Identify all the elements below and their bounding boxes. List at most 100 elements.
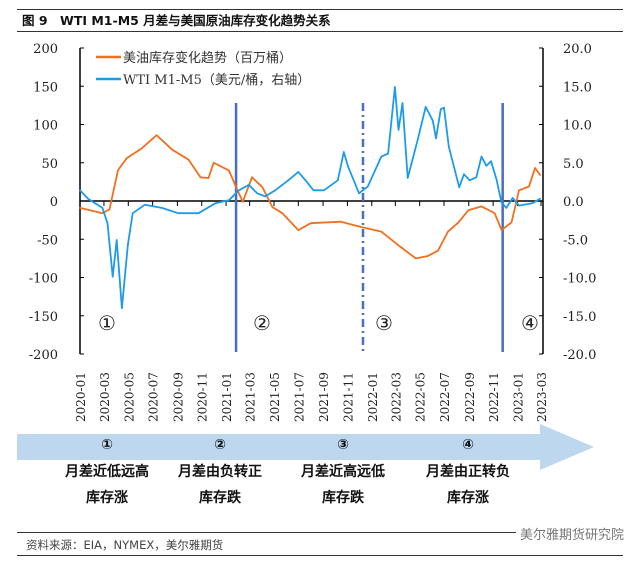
- legend-label: 美油库存变化趋势（百万桶）: [123, 50, 292, 66]
- spread-point: [131, 212, 134, 215]
- inventory-point: [281, 212, 284, 215]
- inventory-point: [212, 161, 215, 164]
- spread-point: [435, 137, 437, 140]
- inventory-point: [457, 221, 460, 224]
- spread-point: [256, 192, 259, 195]
- spread-point: [197, 212, 200, 215]
- bottom-rule: [17, 555, 623, 556]
- spread-point: [463, 173, 465, 176]
- spread-point: [323, 189, 325, 192]
- x-axis-tick-label: 2022-05: [414, 372, 428, 422]
- figure-title: 图 9 WTI M1-M5 月差与美国原油库存变化趋势关系: [22, 13, 331, 28]
- stage-3-line2: 库存跌: [322, 490, 364, 506]
- spread-point: [337, 179, 339, 182]
- spread-point: [297, 171, 300, 173]
- spread-point: [443, 106, 445, 109]
- spread-point: [106, 222, 109, 224]
- stage-2-marker: ②: [214, 437, 226, 453]
- inventory-point: [493, 212, 496, 215]
- inventory-point: [101, 212, 104, 215]
- inventory-point: [79, 207, 81, 209]
- x-axis-tick-label: 2020-07: [147, 372, 161, 422]
- spread-point: [406, 177, 409, 179]
- spread-point: [380, 155, 383, 158]
- inventory-point: [235, 186, 237, 189]
- spread-point: [87, 197, 89, 200]
- spread-point: [274, 189, 276, 192]
- x-axis-tick-label: 2020-09: [171, 372, 185, 422]
- stage-4-line2: 库存涨: [447, 490, 489, 506]
- stage-2-line1: 月差由负转正: [178, 464, 262, 480]
- inventory-point: [242, 200, 244, 203]
- inventory-point: [297, 229, 300, 231]
- spread-point: [518, 204, 520, 207]
- spread-point: [366, 185, 369, 188]
- inventory-point: [500, 229, 503, 231]
- region-marker: ①: [98, 311, 116, 335]
- spread-point: [458, 186, 460, 189]
- x-axis-tick-label: 2022-09: [463, 372, 477, 422]
- spread-point: [115, 239, 118, 241]
- inventory-point: [108, 208, 111, 211]
- inventory-point: [360, 226, 362, 228]
- x-axis-tick-label: 2023-03: [535, 372, 549, 422]
- spread-point: [480, 155, 483, 158]
- spread-point: [490, 160, 492, 163]
- left-axis-tick-label: 50: [41, 157, 58, 172]
- x-axis-tick-label: 2020-11: [196, 372, 210, 422]
- stage-1-line2: 库存涨: [86, 490, 128, 506]
- inventory-point: [414, 257, 417, 260]
- left-axis-tick-label: -50: [37, 233, 58, 248]
- inventory-point: [467, 209, 470, 211]
- stage-1-marker: ①: [101, 437, 113, 453]
- x-axis-tick-label: 2021-11: [341, 372, 355, 422]
- stage-3-line1: 月差近高远低: [301, 464, 385, 480]
- spread-point: [495, 179, 498, 182]
- inventory-point: [171, 148, 173, 151]
- stage-2-line2: 库存跌: [199, 490, 241, 506]
- spread-point: [511, 197, 514, 199]
- spread-point: [539, 197, 542, 200]
- inventory-point: [539, 174, 542, 176]
- inventory-point: [261, 186, 264, 189]
- watermark: 美尔雅期货研究院: [515, 524, 624, 543]
- x-axis-tick-label: 2020-05: [122, 372, 136, 422]
- left-axis-tick-label: 150: [33, 80, 58, 95]
- spread-point: [343, 151, 345, 153]
- x-axis-tick-label: 2021-07: [292, 372, 306, 422]
- inventory-point: [518, 189, 520, 192]
- spread-point: [387, 152, 389, 155]
- spread-point: [397, 129, 400, 131]
- spread-point: [264, 195, 266, 198]
- spread-point: [248, 184, 250, 186]
- inventory-point: [228, 169, 230, 172]
- inventory-point: [271, 206, 274, 208]
- left-axis-tick-label: -200: [29, 348, 58, 363]
- inventory-point: [199, 176, 202, 179]
- inventory-point: [155, 134, 158, 137]
- title-rule: [17, 31, 623, 32]
- right-axis-tick-label: -10.0: [563, 272, 596, 287]
- inventory-point: [480, 205, 483, 208]
- left-axis-tick-label: -150: [29, 310, 58, 325]
- source-note: 资料来源：EIA，NYMEX，美尔雅期货: [26, 538, 224, 552]
- stage-1-line1: 月差近低远高: [65, 464, 149, 480]
- x-axis-tick-label: 2020-03: [98, 372, 112, 422]
- x-axis-tick-label: 2021-09: [317, 372, 331, 422]
- x-axis-tick-label: 2021-01: [220, 372, 234, 422]
- spread-point: [161, 207, 163, 209]
- inventory-point: [309, 222, 312, 224]
- inventory-trend-line: [79, 134, 541, 260]
- spread-point: [424, 106, 427, 108]
- right-axis-tick-label: 10.0: [563, 119, 592, 134]
- inventory-point: [437, 249, 439, 252]
- right-axis-tick-label: 15.0: [563, 80, 592, 95]
- spread-point: [394, 86, 396, 88]
- right-axis-tick-label: -15.0: [563, 310, 596, 325]
- spread-point: [143, 204, 146, 206]
- spread-point: [228, 199, 230, 202]
- left-axis-tick-label: 200: [33, 42, 58, 57]
- spread-point: [101, 207, 104, 209]
- inventory-point: [534, 167, 536, 169]
